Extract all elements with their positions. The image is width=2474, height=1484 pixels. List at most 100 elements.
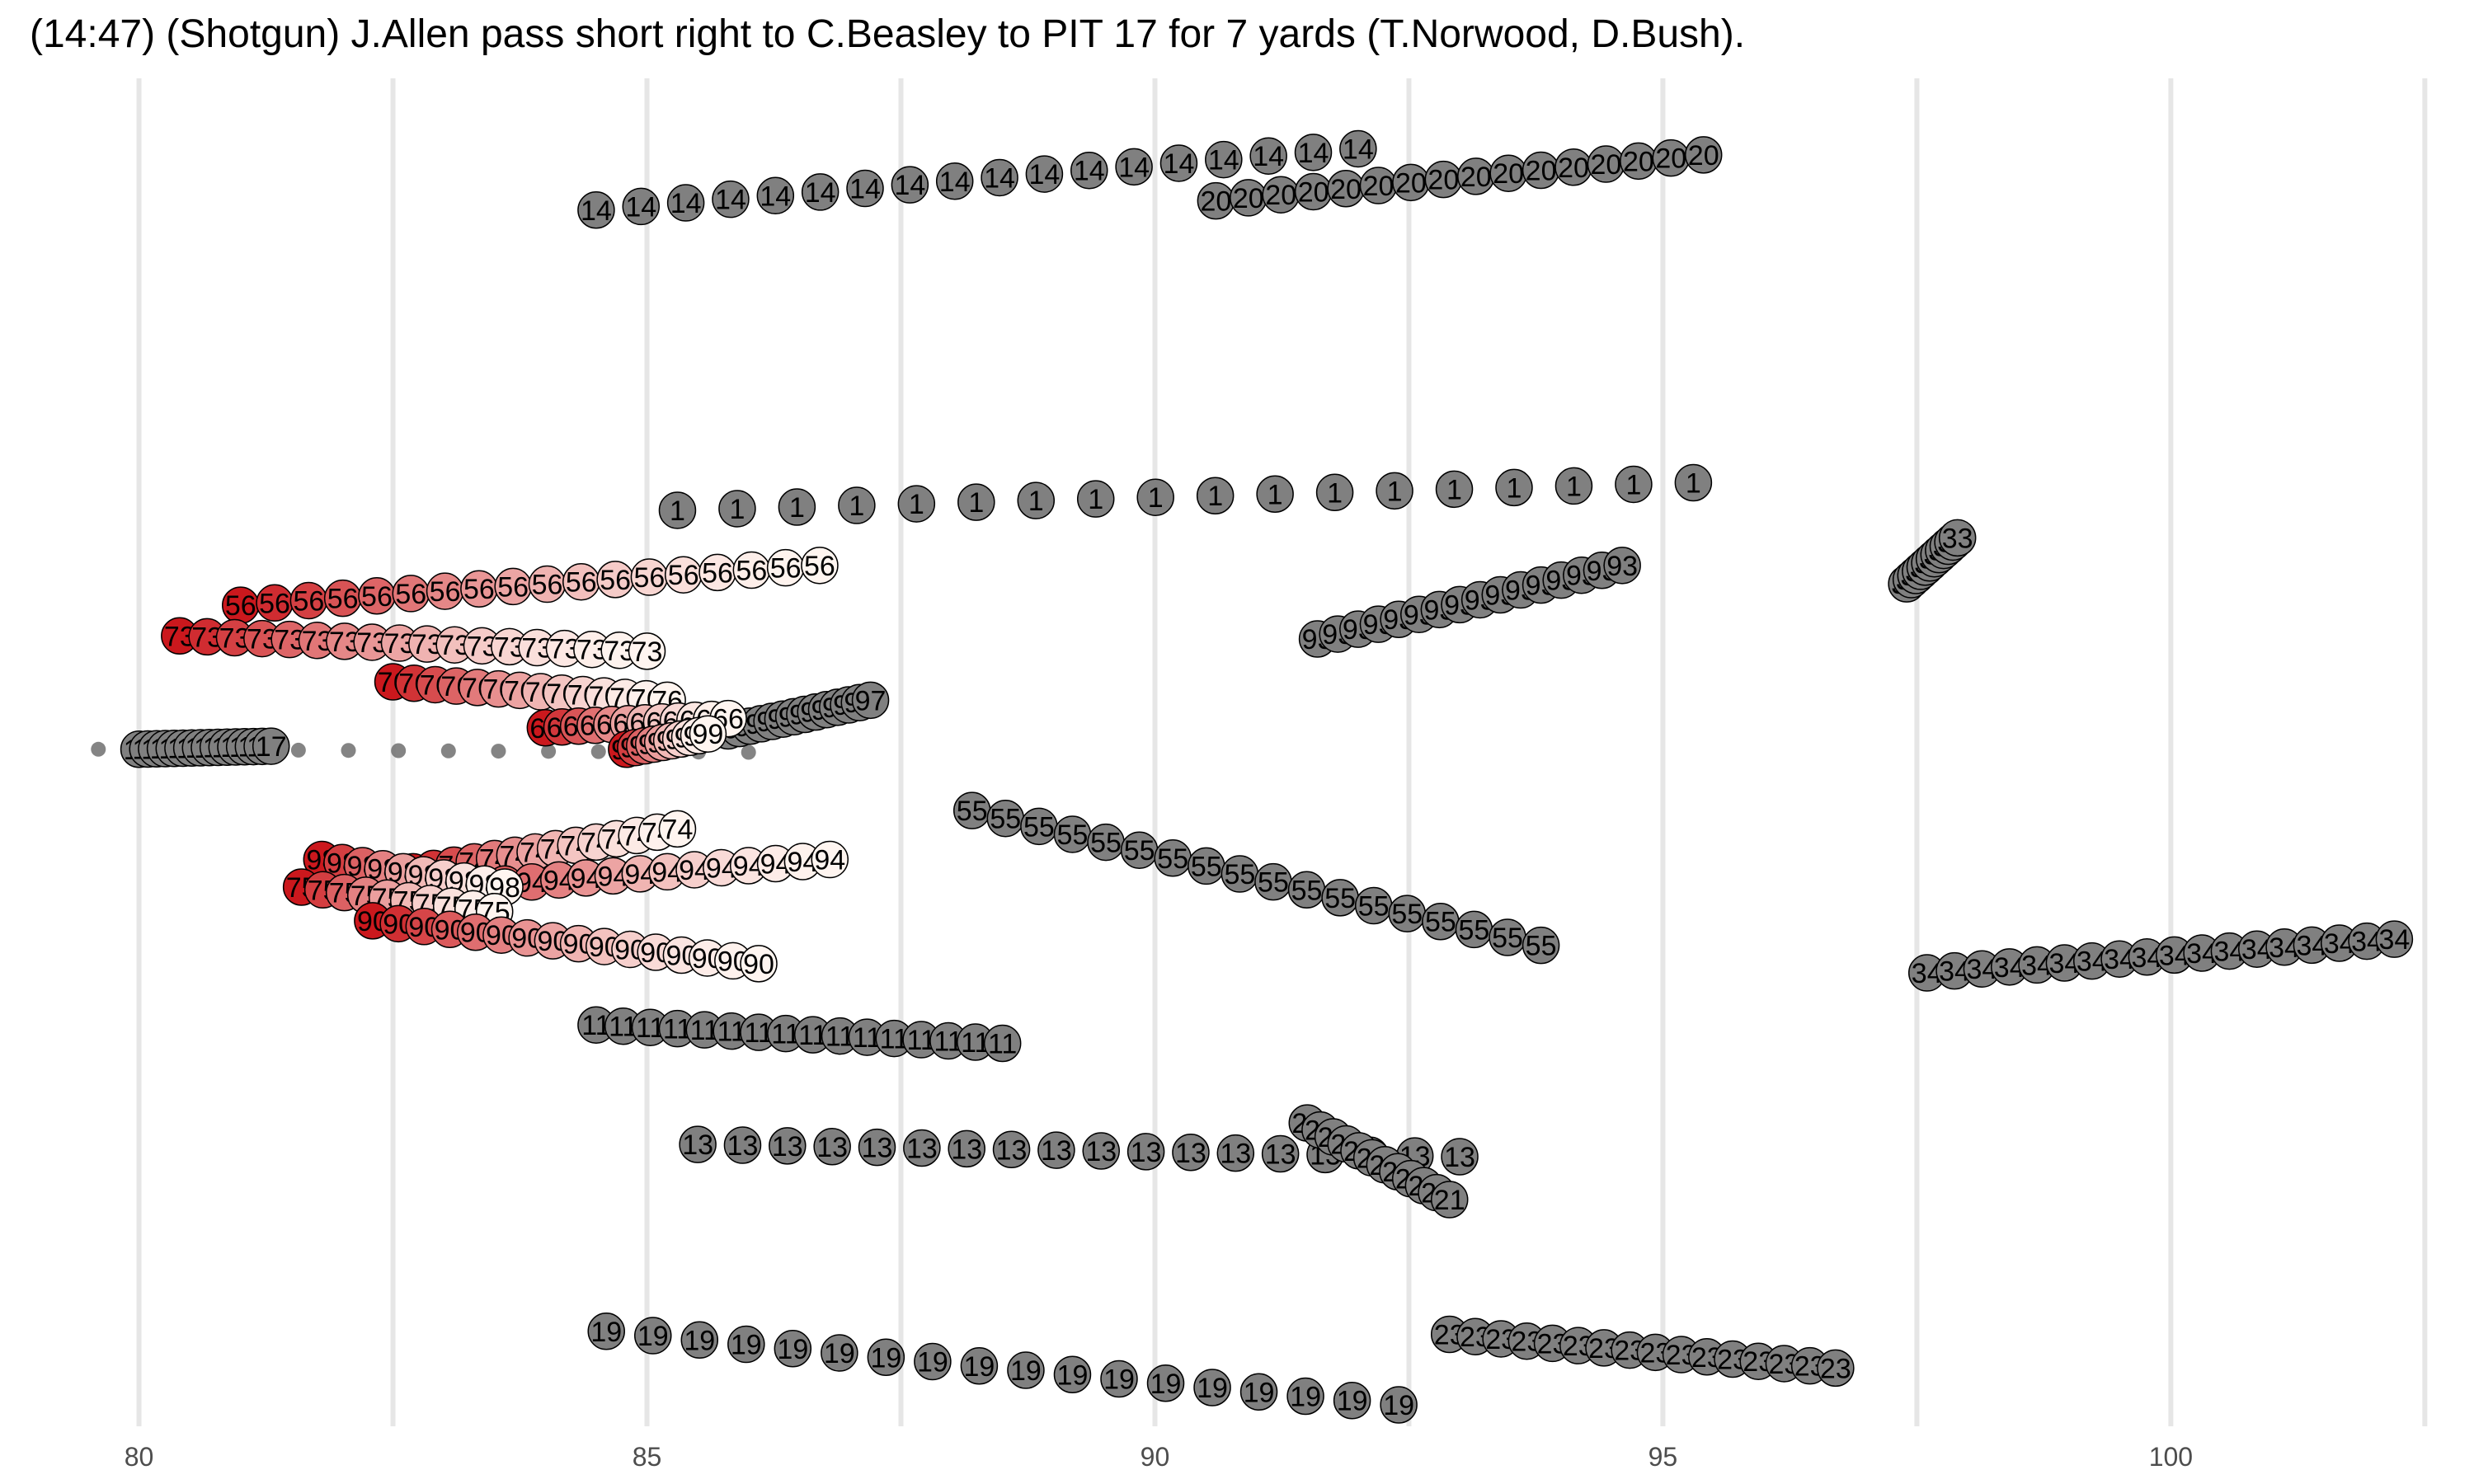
player-number-label: 1 <box>1088 484 1103 515</box>
player-number-label: 14 <box>715 185 746 216</box>
x-axis-tick-labels: 80 85 90 95 100 <box>125 1442 2193 1472</box>
player-point <box>1495 468 1533 507</box>
player-number-label: 14 <box>984 162 1015 194</box>
player-point <box>634 1317 672 1355</box>
player-number-label: 19 <box>1383 1390 1414 1421</box>
player-number-label: 56 <box>668 560 699 591</box>
player-point <box>957 483 995 521</box>
player-number-label: 19 <box>684 1325 715 1356</box>
player-number-label: 14 <box>1253 141 1284 172</box>
player-point <box>1315 473 1354 512</box>
player-point <box>666 184 705 222</box>
player-point <box>838 486 876 524</box>
player-point <box>983 1024 1022 1063</box>
player-point <box>712 180 750 218</box>
player-number-label: 73 <box>632 636 663 668</box>
player-point <box>252 727 290 765</box>
player-point <box>718 490 756 528</box>
player-point <box>867 1338 905 1377</box>
player-number-label: 55 <box>1526 931 1557 962</box>
player-number-label: 1 <box>1387 476 1403 507</box>
player-number-label: 20 <box>1427 165 1459 196</box>
player-number-label: 1 <box>1028 486 1044 517</box>
player-point <box>577 191 615 229</box>
ball-point <box>590 744 606 759</box>
player-number-label: 19 <box>590 1317 622 1348</box>
player-track: 19 19 19 19 19 19 19 19 19 19 19 19 19 19 19 19 19 19 <box>587 1313 1418 1424</box>
player-number-label: 55 <box>1358 891 1390 923</box>
player-point <box>1376 472 1413 510</box>
player-number-label: 99 <box>693 719 724 750</box>
player-number-label: 11 <box>988 1029 1017 1060</box>
player-number-label: 19 <box>917 1347 948 1378</box>
player-track: 333333333333333333333333 <box>1888 519 1977 603</box>
player-number-label: 20 <box>1558 153 1589 184</box>
player-number-label: 93 <box>1606 551 1638 582</box>
player-point <box>2375 920 2414 958</box>
player-number-label: 14 <box>939 167 971 198</box>
player-track: 55 55 55 55 55 55 55 55 55 55 55 55 55 55 55 55 55 55 <box>952 791 1560 965</box>
player-number-label: 56 <box>395 579 426 610</box>
player-number-label: 1 <box>1625 469 1641 500</box>
player-number-label: 19 <box>870 1342 901 1374</box>
player-point <box>1249 137 1287 175</box>
player-number-label: 56 <box>736 556 767 587</box>
player-point <box>727 1325 765 1364</box>
player-point <box>723 1126 762 1164</box>
player-number-label: 56 <box>430 576 461 608</box>
player-track: 56 56 56 56 56 56 56 56 56 56 56 56 56 56 56 56 56 56 <box>221 547 839 624</box>
player-number-label: 13 <box>1265 1139 1296 1171</box>
ball-point <box>491 744 506 759</box>
player-point <box>1333 1381 1371 1420</box>
player-track: 9797979797979797979797979797 <box>709 681 890 750</box>
player-track: 212121212121212121212121 <box>1288 1104 1469 1219</box>
player-number-label: 19 <box>1290 1381 1321 1412</box>
player-number-label: 56 <box>770 553 802 585</box>
player-number-label: 19 <box>1337 1386 1368 1417</box>
player-number-label: 14 <box>625 191 656 223</box>
player-number-label: 1 <box>1507 472 1522 504</box>
player-point <box>891 166 929 204</box>
player-number-label: 19 <box>777 1334 808 1365</box>
player-number-label: 20 <box>1265 180 1296 211</box>
player-number-label: 19 <box>824 1338 855 1369</box>
player-number-label: 55 <box>1224 859 1255 890</box>
player-number-label: 14 <box>1164 148 1195 180</box>
player-point <box>1196 477 1235 514</box>
player-number-label: 14 <box>760 181 791 212</box>
player-point <box>1053 1355 1092 1394</box>
player-number-label: 20 <box>1233 183 1264 214</box>
player-point <box>903 1129 941 1167</box>
player-number-label: 13 <box>1085 1136 1117 1167</box>
player-number-label: 14 <box>1118 152 1150 183</box>
player-number-label: 1 <box>968 487 984 519</box>
player-number-label: 55 <box>1124 835 1155 866</box>
player-point <box>1193 1369 1231 1407</box>
player-number-label: 13 <box>951 1134 982 1165</box>
player-number-label: 1 <box>729 494 745 525</box>
player-point <box>769 1127 807 1165</box>
player-point <box>1082 1132 1120 1170</box>
player-number-label: 1 <box>1327 477 1343 509</box>
player-number-label: 56 <box>702 557 733 589</box>
player-point <box>1126 1133 1165 1171</box>
player-number-label: 1 <box>1207 481 1223 512</box>
x-tick-label: 100 <box>2149 1442 2193 1472</box>
player-point <box>1430 1181 1469 1219</box>
x-tick-label: 80 <box>125 1442 154 1472</box>
player-number-label: 20 <box>1493 158 1524 190</box>
player-track: 99999999999999999999 <box>608 715 727 768</box>
player-number-label: 55 <box>1057 819 1089 851</box>
player-point <box>1159 144 1198 182</box>
player-number-label: 55 <box>990 804 1021 835</box>
ball-point <box>741 744 756 760</box>
player-point <box>680 1321 719 1360</box>
player-number-label: 94 <box>814 845 845 876</box>
player-number-label: 55 <box>1324 883 1356 914</box>
player-number-label: 33 <box>1942 523 1973 554</box>
player-number-label: 1 <box>1148 482 1164 514</box>
player-number-label: 56 <box>293 585 324 617</box>
